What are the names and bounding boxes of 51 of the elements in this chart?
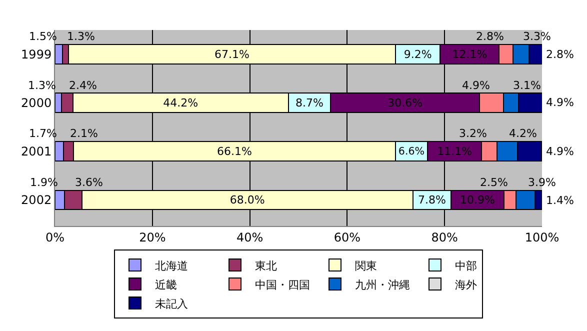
data-label: 30.6% xyxy=(388,96,423,110)
data-label: 4.2% xyxy=(509,127,537,140)
x-tick-label: 80% xyxy=(431,230,458,244)
data-label: 44.2% xyxy=(163,96,198,110)
data-label: 2.4% xyxy=(69,79,97,92)
y-tick-label: 2001 xyxy=(21,144,52,159)
data-label: 1.3% xyxy=(28,79,56,92)
legend-label: 中国・四国 xyxy=(255,278,310,292)
data-label: 3.6% xyxy=(75,176,103,189)
data-label: 1.7% xyxy=(29,127,57,140)
data-label: 2.8% xyxy=(476,30,504,43)
legend-label: 未記入 xyxy=(155,297,188,310)
y-tick-label: 2002 xyxy=(21,193,52,208)
data-label: 6.6% xyxy=(398,146,425,158)
data-label: 1.4% xyxy=(546,194,574,207)
data-label: 7.8% xyxy=(418,194,446,206)
data-label: 10.9% xyxy=(460,194,495,206)
data-label: 3.2% xyxy=(459,127,487,140)
legend-label: 東北 xyxy=(255,259,277,272)
x-tick-label: 60% xyxy=(334,230,361,244)
legend-label: 関東 xyxy=(355,259,377,272)
data-label: 1.5% xyxy=(29,30,57,43)
y-tick-label: 2000 xyxy=(21,96,52,110)
legend-label: 北海道 xyxy=(155,259,188,272)
data-label: 2.1% xyxy=(70,127,98,140)
data-label: 4.9% xyxy=(546,145,574,158)
data-label: 3.3% xyxy=(523,30,551,43)
legend-label: 九州・沖縄 xyxy=(355,278,410,292)
data-label: 67.1% xyxy=(214,48,250,61)
x-tick-label: 20% xyxy=(139,230,166,244)
legend-label: 海外 xyxy=(455,278,477,292)
data-label: 68.0% xyxy=(230,194,265,206)
data-label: 1.3% xyxy=(67,30,95,43)
data-label: 9.2% xyxy=(404,48,432,61)
x-tick-label: 0% xyxy=(45,230,65,244)
y-tick-label: 1999 xyxy=(21,47,52,62)
data-label: 1.9% xyxy=(30,176,58,189)
x-tick-label: 40% xyxy=(236,230,264,244)
data-label: 8.7% xyxy=(295,96,324,110)
legend-label: 近畿 xyxy=(155,278,177,292)
data-label: 12.1% xyxy=(452,48,488,61)
data-label: 66.1% xyxy=(216,144,252,158)
data-label: 11.1% xyxy=(437,144,472,158)
data-label: 2.5% xyxy=(480,176,508,189)
data-label: 4.9% xyxy=(462,79,490,92)
data-label: 4.9% xyxy=(546,96,574,109)
data-label: 2.8% xyxy=(546,48,574,61)
x-tick-label: 100% xyxy=(524,230,560,244)
legend-label: 中部 xyxy=(455,259,477,272)
data-label: 3.9% xyxy=(528,176,556,189)
data-label: 3.1% xyxy=(513,79,541,92)
